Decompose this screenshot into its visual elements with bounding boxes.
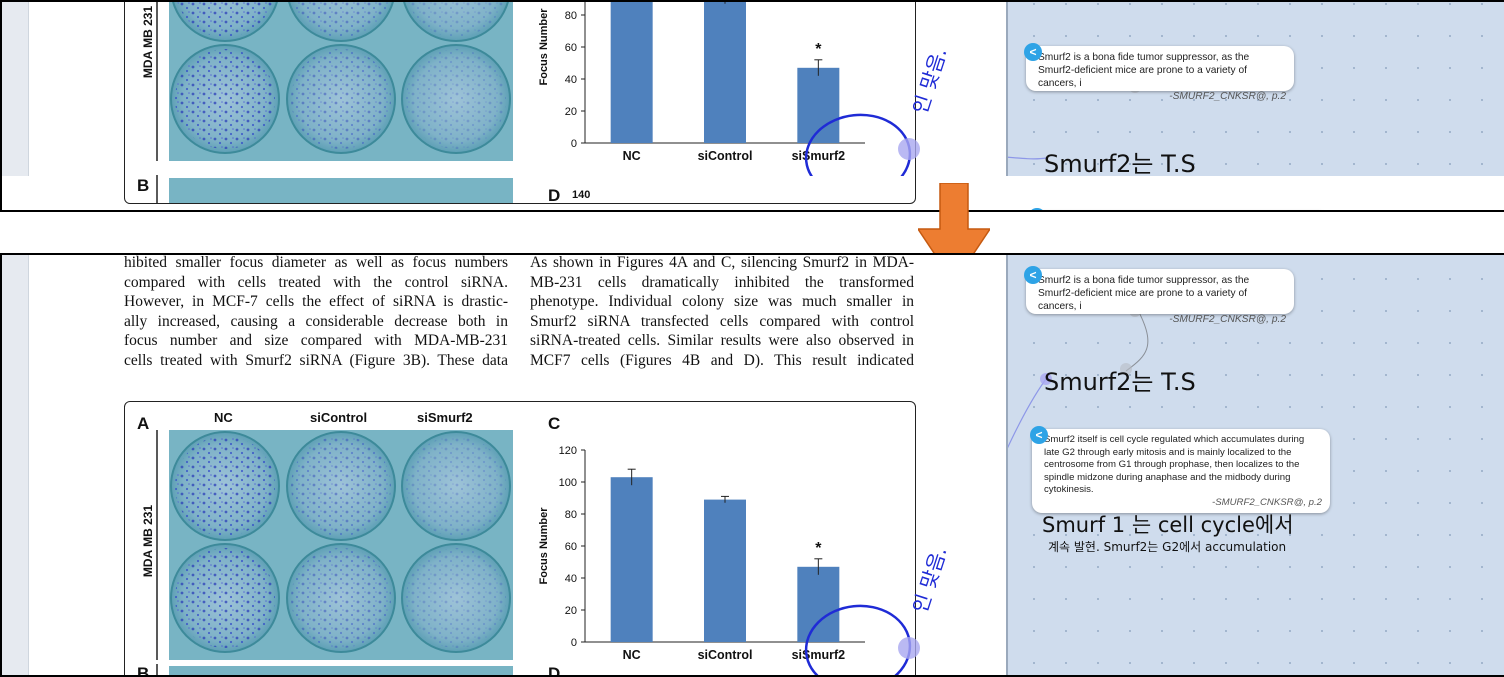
focus-number-chart: 020406080100120NCsiControlsiSmurf2*Focus… — [538, 2, 865, 163]
text-column-left: hibited smaller focus diameter as well a… — [124, 254, 508, 370]
note-card-2[interactable] — [1030, 211, 1328, 212]
screenshot-before: A B C D 140 NC siControl siSmurf2 MDA MB… — [0, 0, 1504, 212]
link-line — [1008, 378, 1047, 449]
handwriting-note-3: 계속 발현. Smurf2는 G2에서 accumulation — [1048, 540, 1287, 554]
bar-nc — [610, 2, 653, 143]
pane-divider[interactable] — [1006, 255, 1008, 675]
x-tick-label: siControl — [698, 648, 753, 662]
x-tick-label: siControl — [698, 149, 753, 163]
y-tick-label: 0 — [571, 637, 577, 649]
plate-label-sismurf2: siSmurf2 — [417, 410, 473, 425]
text-line: compared with cells treated with the con… — [124, 273, 508, 291]
bar-nc — [610, 477, 653, 642]
panel-label-d: D — [548, 664, 561, 677]
collapse-note-icon[interactable]: < — [1024, 266, 1042, 284]
significance-mark: * — [815, 41, 822, 58]
figure-4: A B C D NC siControl siSmurf2 MDA MB 231… — [124, 401, 916, 677]
text-line: As shown in Figures 4A and C, silencing … — [530, 254, 914, 271]
x-tick-label: NC — [623, 149, 641, 163]
x-tick-label: siSmurf2 — [792, 149, 846, 163]
x-tick-label: NC — [623, 648, 641, 662]
y-tick-label: 40 — [565, 74, 577, 86]
note-text: Smurf2 itself is cell cycle regulated wh… — [1044, 434, 1305, 496]
text-line: MCF7 cells (Figures 4B and D). This resu… — [530, 351, 914, 369]
d-tick-top: 140 — [572, 189, 591, 201]
text-line: focus number and size compared with MDA-… — [124, 332, 508, 349]
text-column-right: As shown in Figures 4A and C, silencing … — [530, 254, 914, 370]
note-text: Smurf2 is a bona fide tumor suppressor, … — [1038, 52, 1250, 89]
row-label: MDA MB 231 — [141, 5, 155, 79]
y-tick-label: 120 — [559, 445, 577, 457]
page-left-gutter — [2, 2, 29, 176]
note-text: Smurf2 is a bona fide tumor suppressor, … — [1038, 275, 1250, 312]
notes-panel[interactable]: Smurf2 is a bona fide tumor suppressor, … — [1008, 255, 1504, 675]
text-line: phenotype. Individual colony size was mu… — [530, 293, 914, 310]
y-tick-label: 80 — [565, 10, 577, 22]
panel-label-c: C — [548, 414, 561, 433]
pdf-page[interactable]: A B C D 140 NC siControl siSmurf2 MDA MB… — [2, 2, 1008, 205]
y-tick-label: 100 — [559, 477, 577, 489]
x-tick-label: siSmurf2 — [792, 648, 846, 662]
text-line: cells treated with Smurf2 siRNA (Figure … — [124, 351, 508, 369]
note-card-1[interactable]: Smurf2 is a bona fide tumor suppressor, … — [1026, 269, 1294, 325]
y-tick-label: 40 — [565, 573, 577, 585]
handwriting-note-2: Smurf 1 는 cell cycle에서 — [1042, 513, 1294, 537]
figure-4: A B C D 140 NC siControl siSmurf2 MDA MB… — [124, 2, 916, 205]
y-tick-label: 60 — [565, 541, 577, 553]
handwriting-note-1: Smurf2는 T.S — [1044, 150, 1196, 178]
y-tick-label: 20 — [565, 605, 577, 617]
text-line: siRNA-treated cells. Similar results wer… — [530, 332, 914, 349]
note-source: -SMURF2_CNKSR@, p.2 — [1212, 496, 1322, 508]
row-label: MDA MB 231 — [141, 504, 155, 578]
bar-sismurf2 — [797, 67, 840, 143]
y-tick-label: 20 — [565, 106, 577, 118]
text-line: Smurf2 siRNA transfected cells compared … — [530, 312, 914, 330]
collapse-note-icon[interactable]: < — [1024, 43, 1042, 61]
note-source: -SMURF2_CNKSR@, p.2 — [1169, 91, 1286, 102]
plate-label-sicontrol: siControl — [310, 410, 368, 425]
y-axis-label: Focus Number — [538, 8, 550, 86]
pane-divider[interactable] — [1006, 2, 1008, 176]
text-line: ally increased, causing a considerable d… — [124, 312, 508, 330]
note-card-1[interactable]: Smurf2 is a bona fide tumor suppressor, … — [1026, 46, 1294, 102]
panel-label-b: B — [137, 176, 150, 195]
panel-label-b: B — [137, 664, 150, 677]
y-tick-label: 80 — [565, 509, 577, 521]
bar-sismurf2 — [797, 566, 840, 642]
notes-panel[interactable]: Smurf2 is a bona fide tumor suppressor, … — [1008, 2, 1504, 210]
text-line: However, in MCF-7 cells the effect of si… — [124, 293, 508, 310]
panel-label-d: D — [548, 186, 561, 205]
page-left-gutter — [2, 255, 29, 675]
note-card-2[interactable]: Smurf2 itself is cell cycle regulated wh… — [1032, 429, 1330, 513]
bar-sicontrol — [704, 2, 746, 143]
y-tick-label: 0 — [571, 138, 577, 150]
focus-number-chart: 0 20 40 60 80 100 120 NC siControl siSmurf2 * Focus… — [538, 445, 865, 662]
plate-label-nc: NC — [214, 410, 233, 425]
text-line: MB-231 cells dramatically inhibited the … — [530, 273, 914, 291]
text-line: hibited smaller focus diameter as well a… — [124, 254, 508, 271]
y-axis-label: Focus Number — [538, 507, 550, 585]
significance-mark: * — [815, 540, 822, 557]
y-tick-label: 60 — [565, 42, 577, 54]
bar-sicontrol — [704, 499, 746, 642]
collapse-note-icon[interactable]: < — [1030, 426, 1048, 444]
panel-label-a: A — [137, 414, 150, 433]
handwriting-note-1: Smurf2는 T.S — [1044, 368, 1196, 396]
screenshot-after: hibited smaller focus diameter as well a… — [0, 253, 1504, 677]
collapse-note-icon[interactable]: < — [1028, 208, 1046, 210]
note-source: -SMURF2_CNKSR@, p.2 — [1169, 314, 1286, 325]
pdf-page[interactable]: hibited smaller focus diameter as well a… — [2, 255, 1008, 675]
